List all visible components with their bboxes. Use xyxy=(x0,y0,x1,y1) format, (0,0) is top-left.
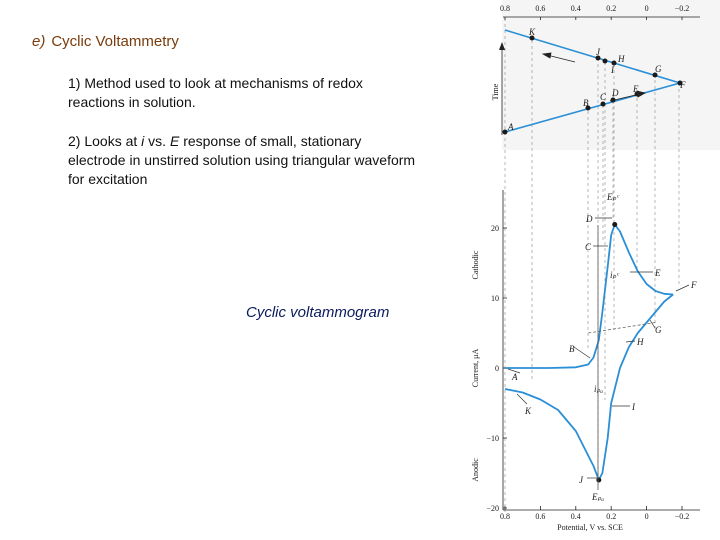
voltammogram-leader-lines xyxy=(507,217,690,479)
wave-label-e: E xyxy=(632,84,639,94)
waveform-x-axis: 0.8 0.6 0.4 0.2 0 −0.2 xyxy=(500,4,700,20)
voltammogram-y-tick: 20 xyxy=(491,224,499,233)
cv-label-d: D xyxy=(585,214,593,224)
bullet-number: 2) xyxy=(68,133,81,149)
waveform-point-f xyxy=(677,80,683,86)
voltammogram-y-tick: −10 xyxy=(486,434,499,443)
waveform-forward-sweep xyxy=(504,82,681,133)
waveform-point-g xyxy=(652,72,658,78)
cv-label-f: F xyxy=(690,280,697,290)
wave-label-i: I xyxy=(610,65,615,75)
waveform-x-tick: 0.8 xyxy=(500,4,510,13)
waveform-y-arrow xyxy=(499,42,505,135)
bullet-E-symbol: E xyxy=(169,133,180,149)
cv-label-i: I xyxy=(631,402,636,412)
voltammogram-x-tick: 0.6 xyxy=(535,512,545,521)
waveform-point-h xyxy=(611,60,617,66)
peak-anodic-dot xyxy=(596,477,602,483)
cv-label-c: C xyxy=(585,242,592,252)
bullet-text: Method used to look at mechanisms of red… xyxy=(68,75,363,110)
waveform-point-k xyxy=(529,35,535,41)
wave-label-k: K xyxy=(528,27,536,37)
voltammogram-series-group xyxy=(504,222,674,483)
voltammogram-x-tick: −0.2 xyxy=(675,512,690,521)
peak-epc-label: Eₚᶜ xyxy=(606,192,619,202)
wave-label-b: B xyxy=(583,98,589,108)
voltammogram-y-tick: 0 xyxy=(495,364,499,373)
bullet-point-1: 1) Method used to look at mechanisms of … xyxy=(68,74,418,112)
waveform-x-tick: 0 xyxy=(645,4,649,13)
peak-epa-label: Eₚₐ xyxy=(591,492,604,502)
voltammogram-x-tick: 0.2 xyxy=(606,512,616,521)
cv-label-a: A xyxy=(511,372,518,382)
wave-label-c: C xyxy=(600,92,607,102)
wave-label-j: J xyxy=(596,47,601,57)
waveform-x-tick: 0.6 xyxy=(535,4,545,13)
bullet-i-symbol: i xyxy=(141,133,145,149)
voltammogram-point-labels: A B C D E F G H I J K xyxy=(511,214,697,485)
waveform-y-label: Time xyxy=(491,83,500,100)
waveform-x-tick: −0.2 xyxy=(675,4,690,13)
voltammogram-y-ticks: 20 10 0 −10 −20 xyxy=(486,224,507,513)
anodic-label: Anodic xyxy=(471,458,480,482)
peak-annotations: Eₚᶜ Eₚₐ iₚᶜ iₚₐ xyxy=(591,192,619,502)
waveform-point-labels: A B C D E F G H I J K xyxy=(507,27,686,132)
voltammogram-y-tick: 10 xyxy=(491,294,499,303)
cv-label-k: K xyxy=(524,406,532,416)
heading-text: Cyclic Voltammetry xyxy=(51,33,179,50)
peak-ipa-label: iₚₐ xyxy=(594,384,603,394)
waveform-x-tick: 0.2 xyxy=(606,4,616,13)
voltammogram-y-tick: −20 xyxy=(486,504,499,513)
waveform-point-j xyxy=(595,55,601,61)
waveform-point-b xyxy=(585,105,591,111)
bullet-text-mid: vs. xyxy=(144,133,170,149)
bullet-number: 1) xyxy=(68,75,81,91)
waveform-point-a xyxy=(502,129,508,135)
cv-label-e: E xyxy=(654,268,661,278)
bullet-text-post: response of small, stationary electrode … xyxy=(68,133,416,187)
cathodic-label: Cathodic xyxy=(471,250,480,279)
cv-label-h: H xyxy=(636,337,644,347)
cv-label-b: B xyxy=(569,344,575,354)
voltammogram-x-tick: 0.4 xyxy=(571,512,581,521)
anodic-sweep-curve xyxy=(504,293,674,481)
wave-label-a: A xyxy=(507,122,514,132)
wave-label-d: D xyxy=(611,88,619,98)
voltammogram-x-tick: 0 xyxy=(645,512,649,521)
cv-label-g: G xyxy=(655,325,662,335)
heading-letter: e) xyxy=(32,33,46,50)
cv-label-j: J xyxy=(579,475,584,485)
wave-label-h: H xyxy=(617,54,625,64)
voltammogram-panel-bg xyxy=(475,182,720,540)
wave-label-f: F xyxy=(679,80,686,90)
cathodic-sweep-curve xyxy=(505,223,674,369)
peak-cathodic-dot xyxy=(612,222,618,227)
baseline-extrapolation-line xyxy=(588,322,656,334)
waveform-direction-arrows xyxy=(541,52,647,102)
figure-caption-link[interactable]: Cyclic voltammogram xyxy=(246,304,390,321)
voltammogram-x-ticks: 0.8 0.6 0.4 0.2 0 −0.2 xyxy=(500,506,689,521)
wave-label-g: G xyxy=(655,64,662,74)
waveform-panel-bg xyxy=(502,0,720,150)
waveform-x-tick: 0.4 xyxy=(571,4,581,13)
voltammogram-x-tick: 0.8 xyxy=(500,512,510,521)
bullet-text-pre: Looks at xyxy=(84,133,142,149)
bullet-point-2: 2) Looks at i vs. E response of small, s… xyxy=(68,132,418,189)
peak-ipc-label: iₚᶜ xyxy=(610,270,619,280)
voltammogram-y-label: Current, μA xyxy=(471,349,480,388)
slide-heading: e) Cyclic Voltammetry xyxy=(32,33,179,50)
voltammogram-frame xyxy=(502,190,700,511)
voltammogram-x-label: Potential, V vs. SCE xyxy=(557,523,623,532)
waveform-point-c xyxy=(600,101,606,107)
waveform-point-i xyxy=(602,58,608,64)
